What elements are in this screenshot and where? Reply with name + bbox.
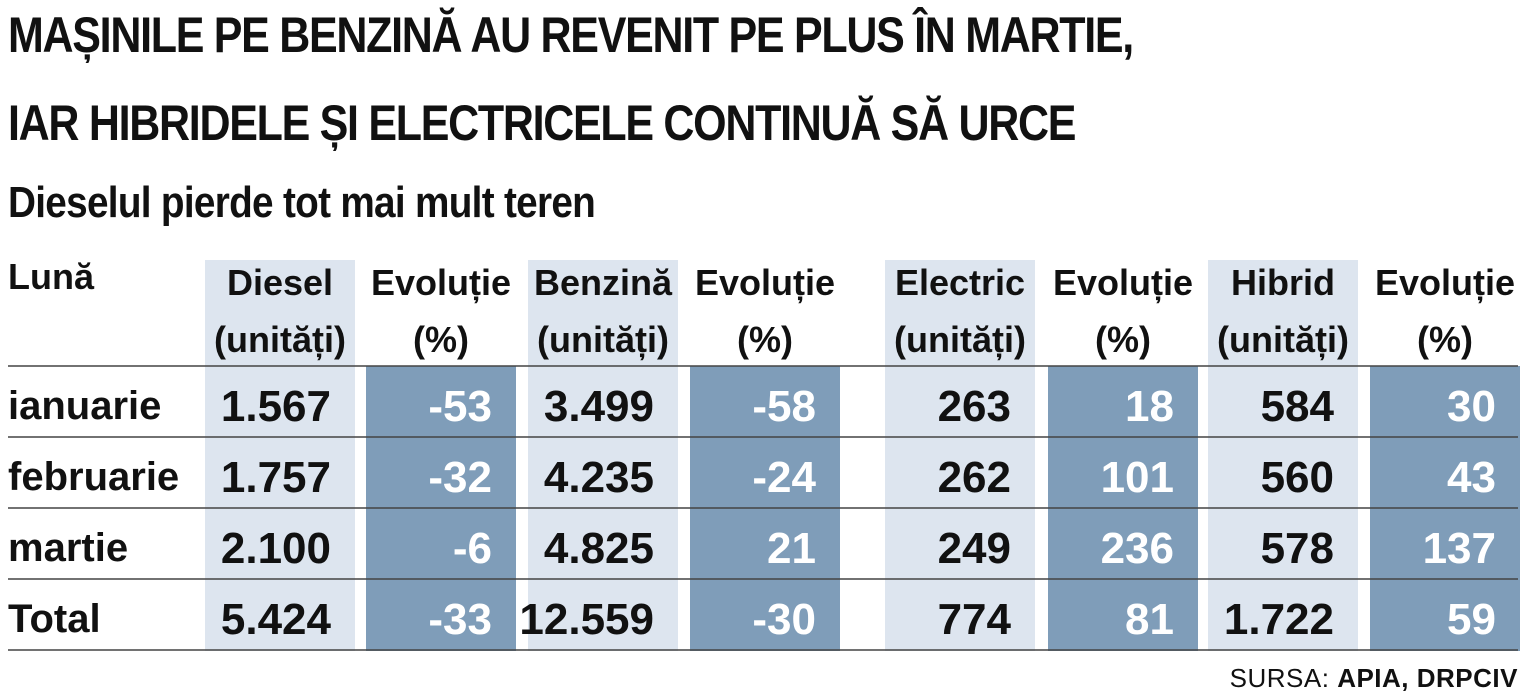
column-header-7-line1: Hibrid: [1231, 262, 1335, 303]
column-header-4-line1: Evoluție: [695, 262, 835, 304]
table-cell: -6: [453, 524, 492, 573]
column-header-8-line1: Evoluție: [1375, 262, 1515, 304]
row-label-ianuarie: ianuarie: [8, 384, 161, 428]
table-cell: 21: [767, 524, 816, 573]
table-cell: -33: [428, 595, 492, 644]
table-cell: -30: [752, 595, 816, 644]
table-cell: 137: [1423, 524, 1496, 573]
table-cell: 578: [1261, 524, 1334, 573]
table-cell: -32: [428, 453, 492, 502]
column-header-8-line2: (%): [1417, 319, 1473, 360]
row-label-februarie: februarie: [8, 455, 179, 499]
source-value: APIA, DRPCIV: [1337, 663, 1518, 693]
table-cell: 236: [1101, 524, 1174, 573]
table-cell: 4.825: [544, 524, 654, 573]
row-label-martie: martie: [8, 526, 128, 570]
table-cell: -53: [428, 382, 492, 431]
table-cell: 262: [938, 453, 1011, 502]
table-cell: 81: [1125, 595, 1174, 644]
column-header-3-line1: Benzină: [534, 262, 673, 303]
column-header-1-line1: Diesel: [227, 262, 333, 303]
column-header-4-line2: (%): [737, 319, 793, 360]
column-headers: Lună Diesel (unități) Evoluție (%) Benzină (un…: [8, 256, 1515, 361]
row-dividers: [8, 365, 1518, 651]
table-cell: 3.499: [544, 382, 654, 431]
table-cell: 12.559: [519, 595, 654, 644]
table-cell: 59: [1447, 595, 1496, 644]
table-cell: 263: [938, 382, 1011, 431]
table-cell: 1.722: [1224, 595, 1334, 644]
source-label: SURSA:: [1229, 663, 1330, 693]
table-cell: 2.100: [221, 524, 331, 573]
column-header-1-line2: (unități): [214, 319, 346, 361]
row-header-label: Lună: [8, 256, 95, 297]
chart-subtitle: Dieselul pierde tot mai mult teren: [8, 178, 596, 227]
table-cell: 1.567: [221, 382, 331, 431]
table-cell: 249: [938, 524, 1011, 573]
table-cell: -24: [752, 453, 816, 502]
column-header-2-line2: (%): [413, 319, 469, 360]
table-cell: 560: [1261, 453, 1334, 502]
chart-title-line-1: MAȘINILE PE BENZINĂ AU REVENIT PE PLUS Î…: [8, 7, 1134, 63]
table-cell: 1.757: [221, 453, 331, 502]
table-cell: 43: [1447, 453, 1496, 502]
column-header-5-line1: Electric: [895, 262, 1025, 303]
column-band-1: [205, 260, 355, 651]
table-cell: 18: [1125, 382, 1174, 431]
chart-title-line-2: IAR HIBRIDELE ȘI ELECTRICELE CONTINUĂ SĂ…: [8, 95, 1076, 151]
column-band-7: [1208, 260, 1358, 651]
column-band-5: [885, 260, 1035, 651]
table-cells: ianuarie 1.567 -53 3.499 -58 263 18 584 30 februa…: [8, 382, 1496, 644]
table-cell: 4.235: [544, 453, 654, 502]
column-header-2-line1: Evoluție: [371, 262, 511, 304]
table-cell: -58: [752, 382, 816, 431]
table-cell: 5.424: [221, 595, 332, 644]
row-label-total: Total: [8, 597, 101, 641]
table-cell: 584: [1261, 382, 1335, 431]
source-note: SURSA: APIA, DRPCIV: [1230, 663, 1518, 694]
table-cell: 774: [938, 595, 1012, 644]
column-header-5-line2: (unități): [894, 319, 1026, 361]
column-header-7-line2: (unități): [1217, 319, 1349, 361]
table-cell: 101: [1101, 453, 1174, 502]
column-header-6-line2: (%): [1095, 319, 1151, 360]
column-header-6-line1: Evoluție: [1053, 262, 1193, 304]
column-band-3: [528, 260, 678, 651]
table-cell: 30: [1447, 382, 1496, 431]
column-header-3-line2: (unități): [537, 319, 669, 361]
